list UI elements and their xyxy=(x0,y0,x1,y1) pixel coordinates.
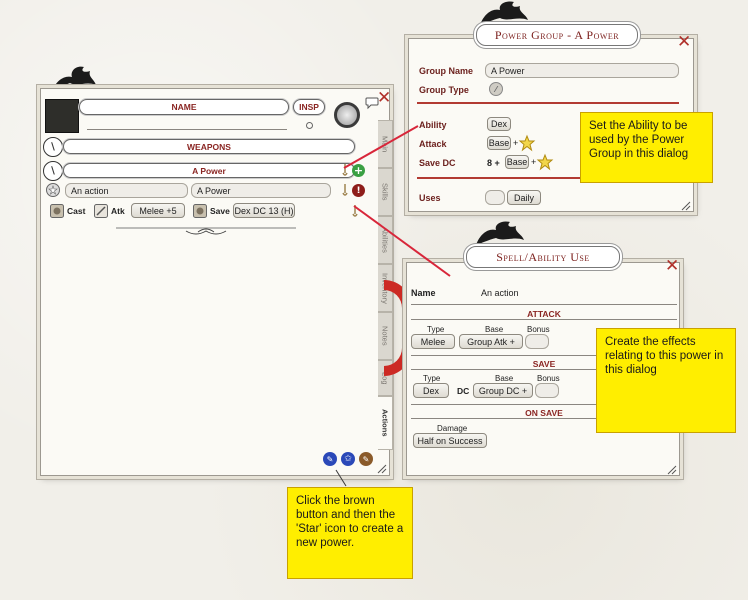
save-dc-prefix: 8 + xyxy=(487,158,500,168)
weapons-header[interactable]: WEAPONS xyxy=(63,139,355,154)
tab-skills[interactable]: Skills xyxy=(378,168,393,216)
tab-actions[interactable]: Actions xyxy=(378,396,393,450)
add-power-icon[interactable]: + xyxy=(352,164,365,177)
action-info-icon[interactable]: ! xyxy=(352,184,365,197)
weapons-circle-icon[interactable]: ∖ xyxy=(43,137,63,157)
flourish-divider xyxy=(116,227,296,235)
uses-label: Uses xyxy=(419,193,441,203)
add-star-icon[interactable]: ✩ xyxy=(341,452,355,466)
uses-count-input[interactable] xyxy=(485,190,505,205)
divider xyxy=(411,404,677,405)
ability-callout: Set the Ability to be used by the Power … xyxy=(580,112,713,183)
save-dc-label: Save DC xyxy=(419,158,456,168)
divider xyxy=(411,304,677,305)
dc-label: DC xyxy=(457,386,470,396)
save-section-title: SAVE xyxy=(532,359,556,369)
attack-section-title: ATTACK xyxy=(527,309,561,319)
cast-label: Cast xyxy=(67,206,86,216)
divider xyxy=(411,319,677,320)
dragon-ornament-icon xyxy=(476,221,524,245)
action-name-field[interactable]: An action xyxy=(65,183,188,198)
inspiration-toggle[interactable] xyxy=(306,122,313,129)
save-type-select[interactable]: Dex xyxy=(413,383,449,398)
edit-list-icon[interactable]: ✎ xyxy=(323,452,337,466)
uses-period-select[interactable]: Daily xyxy=(507,190,541,205)
damage-label: Damage xyxy=(437,424,468,433)
character-sheet-window: ✕ NAME INSP ∖ WEAPONS ∖ A Power + An act… xyxy=(40,88,392,476)
tab-abilities[interactable]: Abilities xyxy=(378,216,393,264)
action-group-field[interactable]: A Power xyxy=(191,183,331,198)
save-bonus-input[interactable] xyxy=(535,383,559,398)
attack-roll-button[interactable]: Melee +5 xyxy=(131,203,185,218)
divider xyxy=(411,369,677,370)
action-link-icon[interactable] xyxy=(341,183,349,197)
group-name-label: Group Name xyxy=(419,66,474,76)
save-dc-star-icon[interactable] xyxy=(536,153,554,171)
save-base-label: Base xyxy=(495,374,514,383)
dragon-ornament-icon xyxy=(480,1,528,26)
chat-icon[interactable] xyxy=(365,97,379,110)
insp-field[interactable]: INSP xyxy=(293,99,325,115)
on-save-section-title: ON SAVE xyxy=(525,408,563,418)
atk-label: Atk xyxy=(111,206,125,216)
action-star-icon[interactable] xyxy=(46,183,60,197)
save-roll-button[interactable]: Dex DC 13 (H) xyxy=(233,203,295,218)
attack-base-label: Base xyxy=(485,325,504,334)
resize-grip-icon[interactable] xyxy=(667,465,677,475)
cast-icon[interactable] xyxy=(50,204,64,218)
attack-sword-icon[interactable] xyxy=(94,204,108,218)
close-icon[interactable]: ✕ xyxy=(377,88,392,108)
ability-label: Ability xyxy=(419,120,447,130)
power-circle-icon[interactable]: ∖ xyxy=(43,161,63,181)
power-group-header[interactable]: A Power xyxy=(63,163,355,178)
divider xyxy=(87,129,287,130)
attack-base-select[interactable]: Group Atk + xyxy=(459,334,523,349)
section-rule xyxy=(417,102,679,104)
power-group-title: Power Group - A Power xyxy=(476,24,638,46)
save-label: Save xyxy=(210,206,230,216)
portrait[interactable] xyxy=(45,99,79,133)
save-type-label: Type xyxy=(423,374,441,383)
divider xyxy=(411,355,677,356)
resize-grip-icon[interactable] xyxy=(681,201,691,211)
save-base-select[interactable]: Group DC + xyxy=(473,383,533,398)
attack-bonus-label: Bonus xyxy=(527,325,550,334)
dragon-ornament-icon xyxy=(52,66,96,91)
save-dc-plus: + xyxy=(531,157,537,167)
group-name-input[interactable]: A Power xyxy=(485,63,679,78)
ability-select[interactable]: Dex xyxy=(487,117,511,131)
attack-type-label: Type xyxy=(427,325,445,334)
group-type-label: Group Type xyxy=(419,85,469,95)
token-slot[interactable] xyxy=(334,102,360,128)
group-type-icon[interactable]: ⁄ xyxy=(489,82,503,96)
save-icon[interactable] xyxy=(193,204,207,218)
name-value[interactable]: An action xyxy=(481,288,519,298)
attack-base-select[interactable]: Base xyxy=(487,136,511,150)
save-bonus-label: Bonus xyxy=(537,374,560,383)
name-label: Name xyxy=(411,288,436,298)
brown-edit-button[interactable]: ✎ xyxy=(359,452,373,466)
attack-plus: + xyxy=(513,138,519,148)
close-icon[interactable]: ✕ xyxy=(677,32,692,52)
attack-star-icon[interactable] xyxy=(518,134,536,152)
create-power-callout: Click the brown button and then the 'Sta… xyxy=(287,487,413,579)
attack-type-select[interactable]: Melee xyxy=(411,334,455,349)
section-rule xyxy=(417,177,679,179)
effects-callout: Create the effects relating to this powe… xyxy=(596,328,736,433)
save-dc-base-select[interactable]: Base xyxy=(505,155,529,169)
attack-bonus-input[interactable] xyxy=(525,334,549,349)
damage-on-save-select[interactable]: Half on Success xyxy=(413,433,487,448)
divider xyxy=(411,418,677,419)
name-field[interactable]: NAME xyxy=(79,99,289,115)
spell-use-title: Spell/Ability Use xyxy=(466,246,620,268)
attack-label: Attack xyxy=(419,139,447,149)
close-icon[interactable]: ✕ xyxy=(665,256,680,276)
resize-grip-icon[interactable] xyxy=(377,464,387,474)
